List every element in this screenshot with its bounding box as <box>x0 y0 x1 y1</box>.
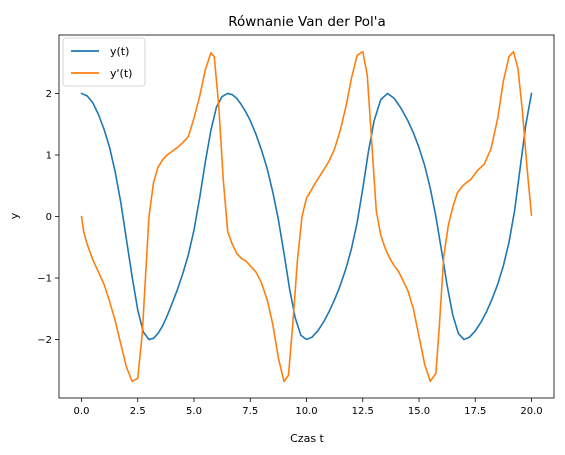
y-tick-label: 1 <box>46 150 52 161</box>
legend: y(t) y'(t) <box>62 37 146 87</box>
plot-area <box>58 34 555 399</box>
x-tick-label: 12.5 <box>352 406 374 417</box>
x-axis-ticks: 0.0 2.5 5.0 7.5 10.0 12.5 15.0 17.5 20.0 <box>74 398 543 417</box>
legend-label-y: y(t) <box>110 45 129 58</box>
y-axis-label: y <box>8 212 21 219</box>
y-tick-label: 2 <box>46 89 52 100</box>
y-tick-label: −2 <box>37 335 52 346</box>
plot-frame <box>58 34 555 399</box>
y-tick-label: −1 <box>37 274 52 285</box>
x-tick-label: 5.0 <box>186 406 202 417</box>
series-line-y-prime <box>80 50 533 383</box>
y-tick-label: 0 <box>46 212 52 223</box>
chart-title: Równanie Van der Pol'a <box>228 14 386 30</box>
legend-label-y-prime: y'(t) <box>110 67 132 80</box>
x-tick-label: 20.0 <box>520 406 542 417</box>
x-tick-label: 15.0 <box>408 406 430 417</box>
x-tick-label: 10.0 <box>295 406 317 417</box>
legend-box <box>62 37 146 87</box>
series-layer <box>80 50 533 383</box>
series-line-y <box>80 92 533 341</box>
x-tick-label: 0.0 <box>74 406 90 417</box>
y-axis-ticks: −2 −1 0 1 2 <box>37 89 59 346</box>
x-tick-label: 17.5 <box>464 406 486 417</box>
x-tick-label: 7.5 <box>242 406 258 417</box>
x-axis-label: Czas t <box>290 432 324 445</box>
x-tick-label: 2.5 <box>130 406 146 417</box>
